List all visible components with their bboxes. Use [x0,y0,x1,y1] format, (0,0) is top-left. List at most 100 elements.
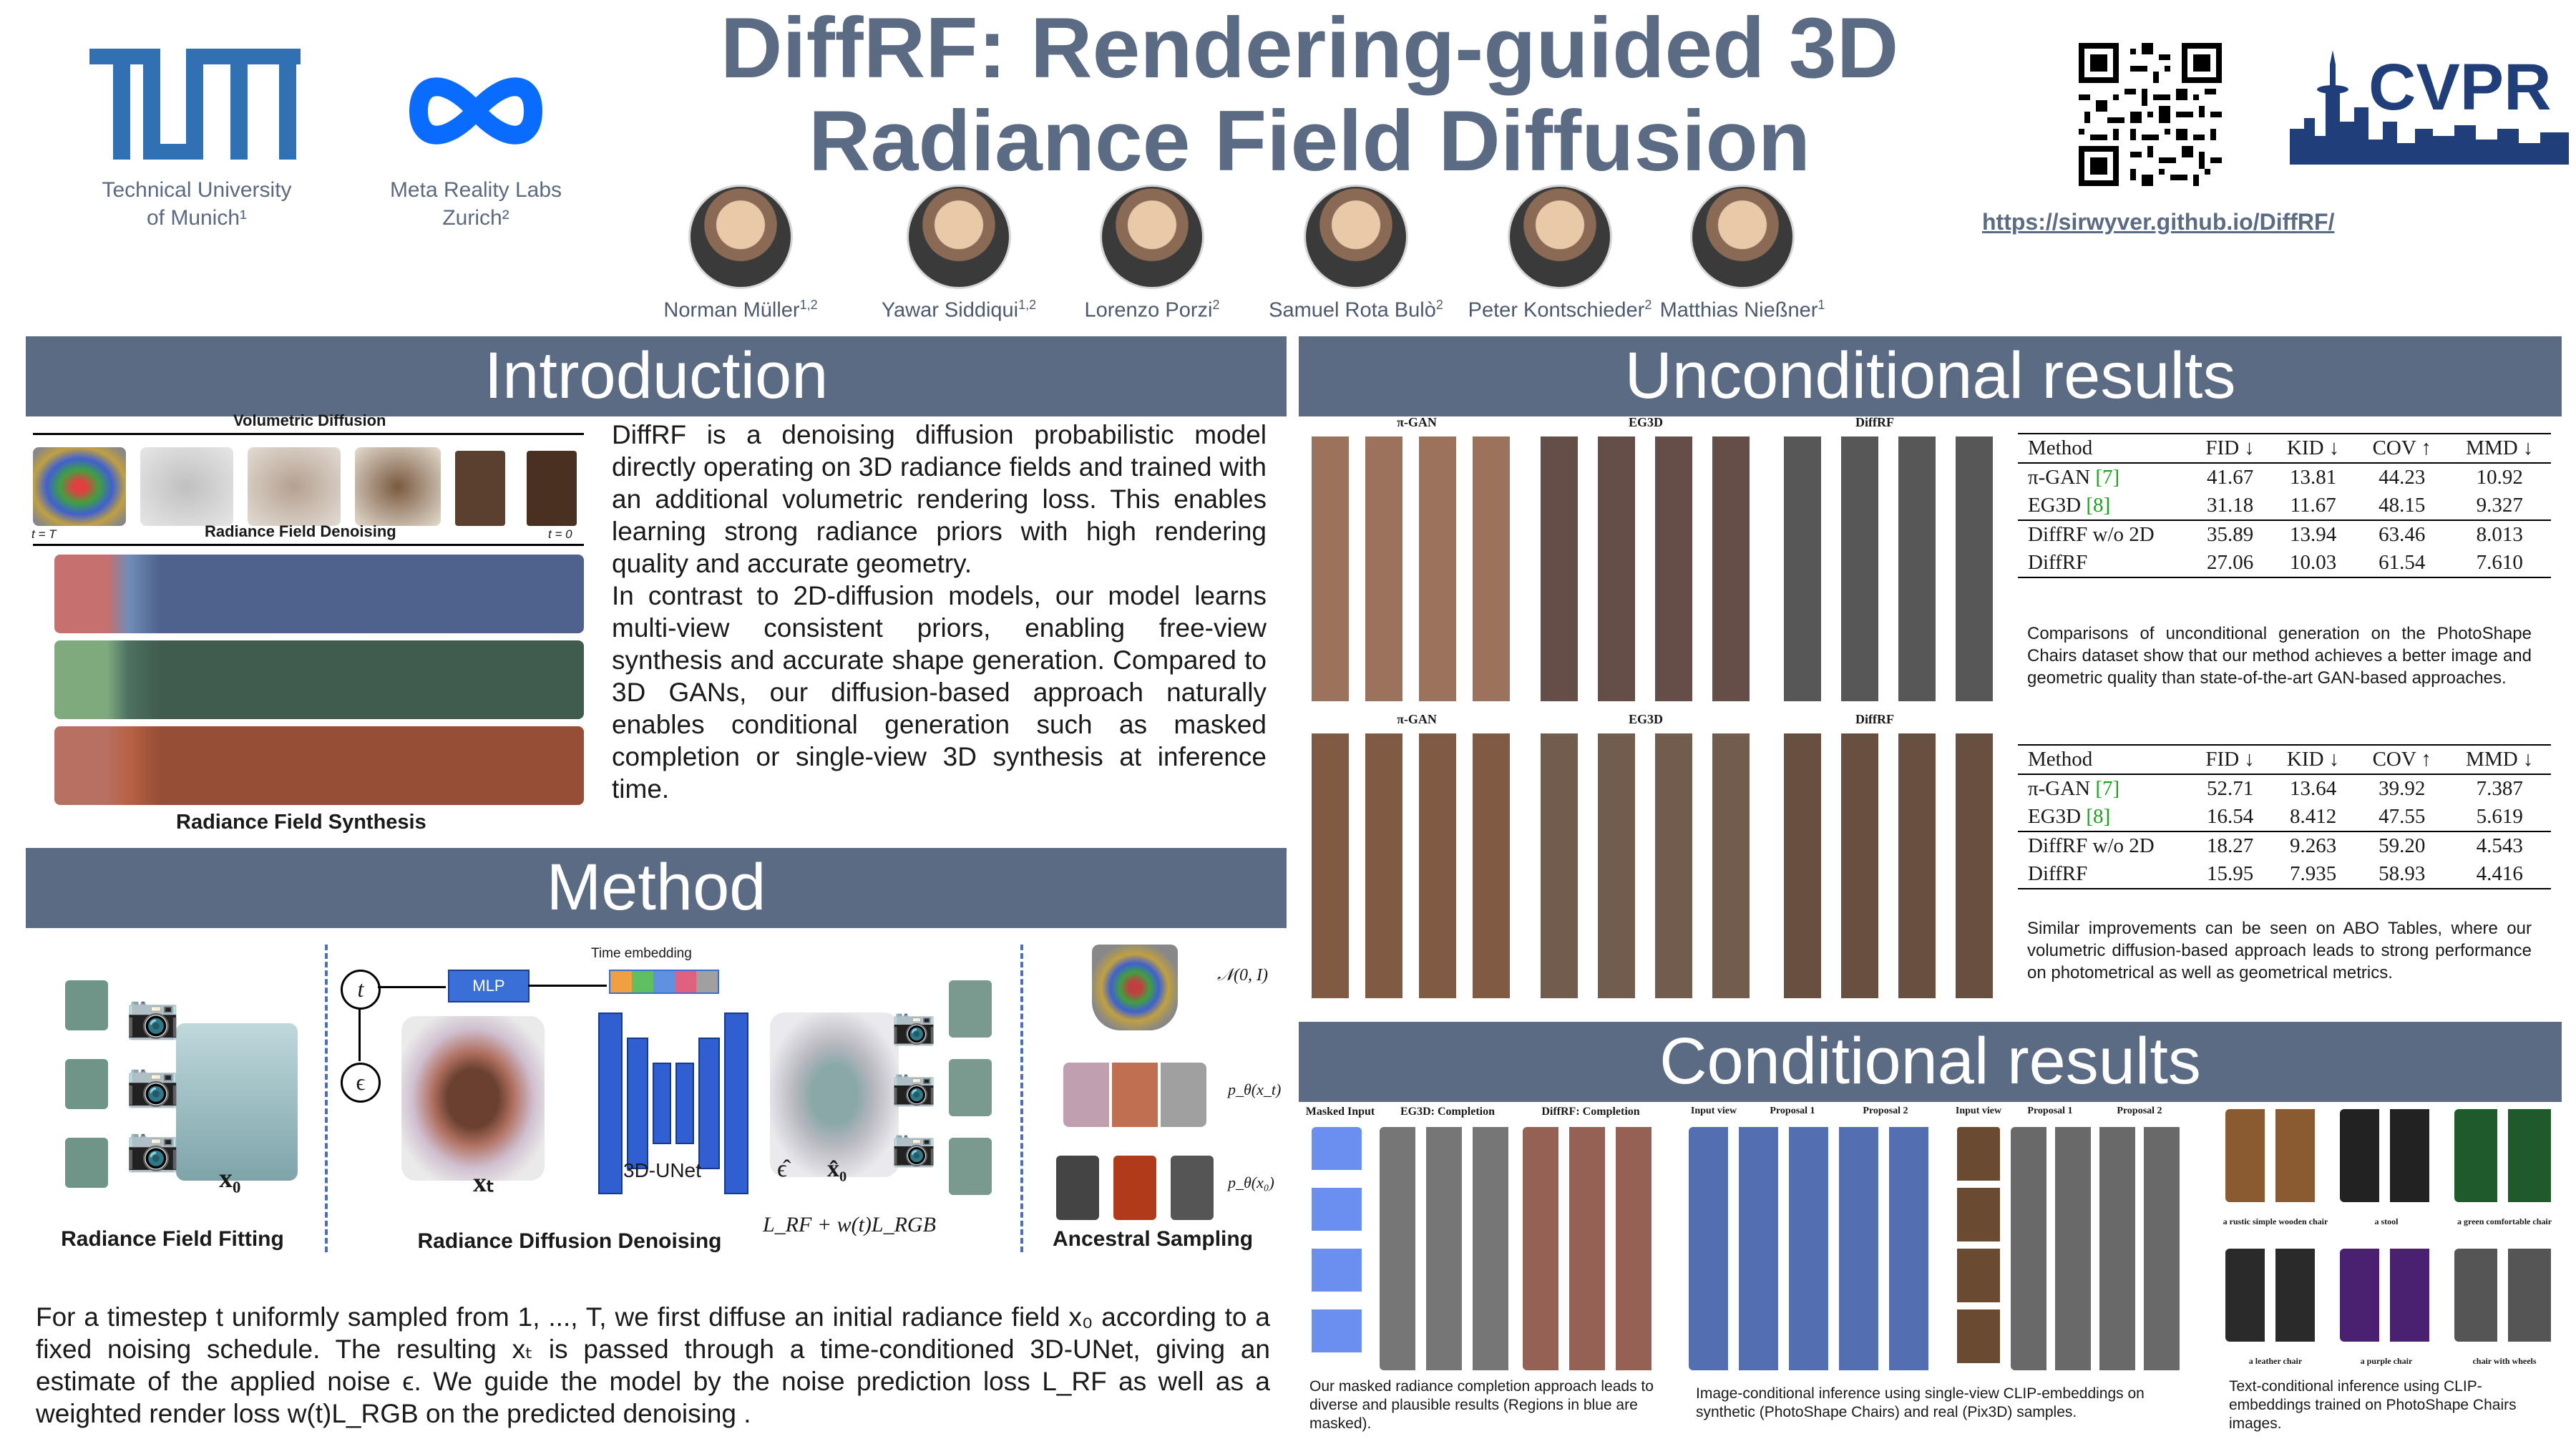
cell: 18.27 [2190,831,2271,860]
row-method: DiffRF w/o 2D [2018,831,2190,860]
intro-figure: Volumetric Diffusion Radiance Field Deno… [26,411,591,841]
title-line2: Radiance Field Diffusion [808,93,1811,189]
final-sample-1 [1056,1156,1099,1220]
tables-grid-pigan [1306,733,1521,998]
noise-cube [1092,945,1178,1030]
intro-paragraph-2: In contrast to 2D-diffusion models, our … [612,581,1267,804]
caption-masked: Our masked radiance completion approach … [1309,1378,1654,1432]
unet-block [598,1013,748,1194]
prompt-green-chair: a green comfortable chair [2457,1216,2552,1226]
intro-text: DiffRF is a denoising diffusion probabil… [612,419,1267,805]
col-mmd: MMD ↓ [2448,434,2551,464]
render-camera-2: 📷 [892,1067,937,1107]
title-line1: DiffRF: Rendering-guided 3D [720,0,1899,96]
author-photo [907,185,1011,289]
author-4: Samuel Rota Bulò2 [1263,185,1449,323]
final-sample-2 [1113,1156,1156,1220]
label-eg3d-completion: EG3D: Completion [1400,1106,1495,1118]
camera-icon-2: 📷 [126,1060,180,1108]
intermediate-samples [1063,1063,1206,1127]
synthesis-row-1 [54,555,584,633]
author-name: Samuel Rota Bulò2 [1269,298,1443,322]
col-method: Method [2018,434,2190,464]
table-row: DiffRF w/o 2D 35.89 13.94 63.46 8.013 [2018,519,2551,549]
render-chair-1 [949,980,992,1038]
label-proposal-1a: Proposal 1 [1770,1106,1815,1116]
t-to-eps-arrow [358,1008,361,1061]
synthetic-inputs [1689,1127,1932,1370]
volumetric-arrow [33,433,584,435]
author-photo [1508,185,1612,289]
caption-text: Text-conditional inference using CLIP-em… [2229,1378,2517,1432]
volumetric-diffusion-label: Volumetric Diffusion [233,411,386,429]
col-mmd: MMD ↓ [2448,745,2551,775]
cell: 35.89 [2190,519,2271,549]
final-sample-3 [1171,1156,1214,1220]
meta-affiliation: Meta Reality Labs Zurich² [361,176,590,232]
cell: 10.03 [2290,551,2337,574]
label-input-view-2: Input view [1955,1106,2002,1116]
label-diffrf-completion: DiffRF: Completion [1541,1106,1640,1118]
chair-render-2 [455,451,505,526]
row-method: DiffRF w/o 2D [2018,519,2190,549]
normal-label: 𝒩(0, I) [1217,966,1268,985]
cvpr-logo: CVPR [2290,50,2572,172]
t-to-mlp-arrow [378,986,446,988]
chairs-grid-diffrf [1778,436,2007,701]
intro-paragraph-1: DiffRF is a denoising diffusion probabil… [612,420,1267,578]
row-method: π-GAN [7] [2028,466,2120,489]
introduction-heading: Introduction [26,336,1287,416]
col-kid: KID ↓ [2270,434,2356,464]
meta-line1: Meta Reality Labs [389,178,562,202]
divider-2 [1020,945,1023,1252]
predicted-chair [770,1013,899,1177]
cell: 10.92 [2476,466,2523,489]
col-fid: FID ↓ [2190,745,2271,775]
author-photo [1100,185,1204,289]
eps-hat-label: ϵ̂ [777,1156,787,1182]
cell: 31.18 [2207,494,2254,517]
prompt-chair-wheels: chair with wheels [2472,1356,2537,1366]
author-photo [1304,185,1408,289]
text-sample-1 [2225,1109,2318,1202]
t-end-label: t = 0 [548,527,572,541]
author-photo [688,185,793,289]
time-embedding-bar [609,970,719,994]
t-start-label: t = T [31,527,57,541]
tum-affiliation: Technical University of Munich¹ [72,176,322,232]
cell: 9.263 [2270,831,2356,860]
grid-label-pigan: π-GAN [1397,415,1437,429]
row-method: EG3D [8] [2028,805,2111,828]
text-sample-2 [2340,1109,2433,1202]
render-camera-1: 📷 [892,1006,937,1046]
small-chair-3 [65,1138,108,1188]
author-name: Norman Müller1,2 [663,298,818,322]
cell: 59.20 [2356,831,2449,860]
unconditional-caption-2: Similar improvements can be seen on ABO … [2027,919,2532,982]
meta-logo [404,64,547,157]
grid-label-pigan: π-GAN [1397,712,1437,726]
synthesis-row-2 [54,640,584,719]
loss-label: L_RF + w(t)L_RGB [763,1213,936,1236]
tables-grid-eg3d [1535,733,1764,998]
label-proposal-1b: Proposal 1 [2027,1106,2073,1116]
author-name: Peter Kontschieder2 [1468,298,1652,322]
render-chair-3 [949,1138,992,1195]
conditional-heading: Conditional results [1299,1022,2562,1102]
project-link[interactable]: https://sirwyver.github.io/DiffRF/ [1982,209,2335,235]
row-method: DiffRF [2028,551,2088,574]
chairs-grid-pigan [1306,436,1521,701]
author-name: Yawar Siddiqui1,2 [881,298,1037,322]
qr-code[interactable] [2079,43,2222,186]
author-2: Yawar Siddiqui1,2 [866,185,1052,323]
small-chair-1 [65,980,108,1030]
cell: 8.412 [2290,805,2337,828]
cell: 27.06 [2207,551,2254,574]
caption-image: Image-conditional inference using single… [1696,1385,2145,1420]
cell: 47.55 [2379,805,2426,828]
tum-logo-mark [89,49,301,160]
eps-node: ϵ [341,1063,381,1103]
mlp-to-embedding-arrow [528,985,607,987]
method-figure: 📷 📷 📷 x₀ Radiance Field Fitting t ϵ MLP … [26,937,1287,1274]
tum-line2: of Munich¹ [146,206,248,230]
